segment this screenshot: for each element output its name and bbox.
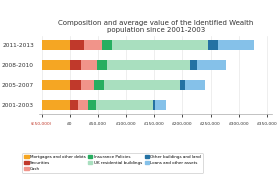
Title: Composition and average value of the Identified Wealth
population since 2001-200: Composition and average value of the Ide… — [58, 20, 253, 33]
Bar — [42, 60, 70, 70]
Bar — [97, 60, 107, 70]
Bar — [112, 40, 208, 50]
Bar — [70, 40, 84, 50]
Bar — [70, 60, 81, 70]
Bar — [96, 100, 153, 110]
Bar — [42, 80, 70, 90]
Bar — [70, 80, 81, 90]
Bar — [107, 60, 190, 70]
Bar — [197, 60, 226, 70]
Bar — [218, 40, 254, 50]
Bar — [78, 100, 88, 110]
Bar — [185, 80, 205, 90]
Bar — [70, 100, 78, 110]
Bar — [42, 40, 70, 50]
Bar — [153, 100, 155, 110]
Bar — [42, 100, 70, 110]
Bar — [102, 40, 112, 50]
Bar — [81, 80, 93, 90]
Bar — [81, 60, 97, 70]
Bar — [104, 80, 180, 90]
Bar — [155, 100, 165, 110]
Bar — [180, 80, 185, 90]
Bar — [88, 100, 96, 110]
Bar — [84, 40, 102, 50]
Bar — [190, 60, 197, 70]
Bar — [208, 40, 218, 50]
Bar — [93, 80, 104, 90]
Legend: Mortgages and other debts, Securities, Cash, Insurance Policies, UK residential : Mortgages and other debts, Securities, C… — [22, 153, 203, 173]
